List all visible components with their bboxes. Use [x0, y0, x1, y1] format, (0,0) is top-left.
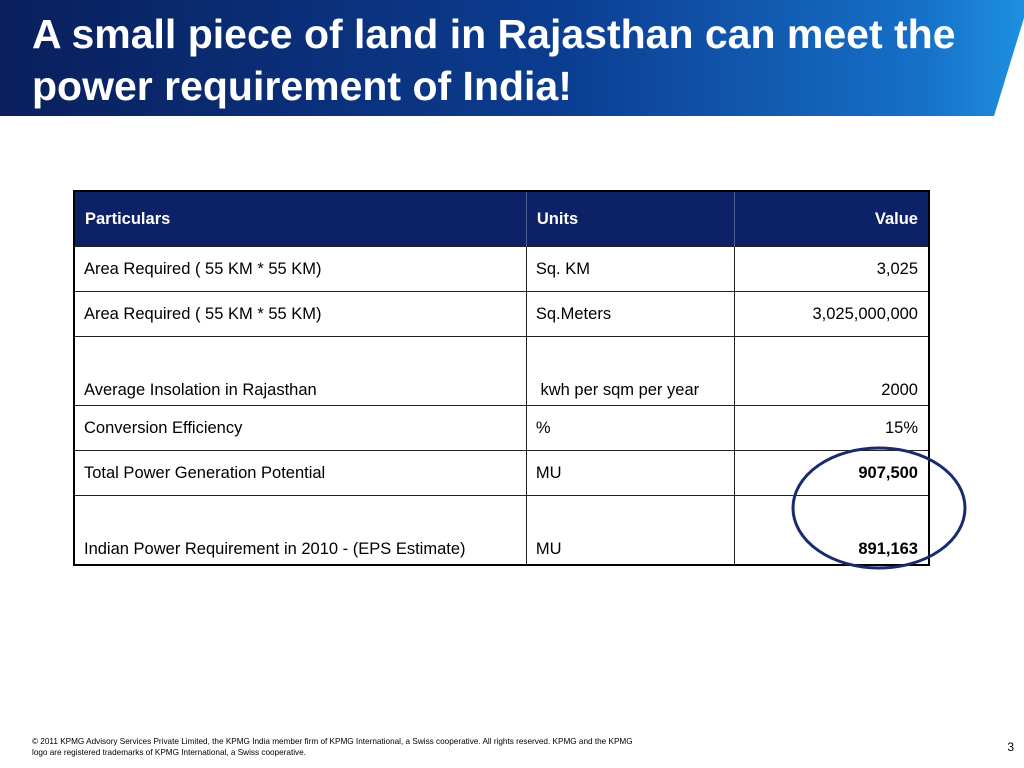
table-row: Conversion Efficiency % 15% [73, 405, 930, 451]
copyright-notice: © 2011 KPMG Advisory Services Private Li… [32, 736, 682, 758]
title-banner-background [0, 0, 1024, 116]
cell-particulars: Area Required ( 55 KM * 55 KM) [73, 291, 527, 337]
cell-particulars: Conversion Efficiency [73, 405, 527, 451]
table-row: Total Power Generation Potential MU 907,… [73, 450, 930, 496]
table-header-row: Particulars Units Value [74, 191, 929, 247]
cell-units: MU [525, 495, 735, 566]
cell-value-highlighted: 891,163 [733, 495, 930, 566]
cell-value: 3,025 [733, 246, 930, 292]
page-number: 3 [1007, 740, 1014, 754]
cell-particulars: Area Required ( 55 KM * 55 KM) [73, 246, 527, 292]
cell-units: % [525, 405, 735, 451]
table-row: Indian Power Requirement in 2010 - (EPS … [73, 495, 930, 566]
cell-particulars: Total Power Generation Potential [73, 450, 527, 496]
header-particulars: Particulars [74, 191, 527, 247]
cell-units: MU [525, 450, 735, 496]
cell-value: 2000 [733, 336, 930, 406]
copyright-line-1: © 2011 KPMG Advisory Services Private Li… [32, 737, 633, 746]
cell-value: 3,025,000,000 [733, 291, 930, 337]
cell-units: kwh per sqm per year [525, 336, 735, 406]
title-banner: A small piece of land in Rajasthan can m… [0, 0, 1024, 116]
table-row: Area Required ( 55 KM * 55 KM) Sq. KM 3,… [73, 246, 930, 292]
slide-title: A small piece of land in Rajasthan can m… [32, 11, 956, 109]
cell-particulars: Average Insolation in Rajasthan [73, 336, 527, 406]
cell-value: 15% [733, 405, 930, 451]
table-row: Area Required ( 55 KM * 55 KM) Sq.Meters… [73, 291, 930, 337]
cell-value-highlighted: 907,500 [733, 450, 930, 496]
cell-units: Sq.Meters [525, 291, 735, 337]
power-requirement-table: Particulars Units Value Area Required ( … [73, 190, 930, 566]
table-row: Average Insolation in Rajasthan kwh per … [73, 336, 930, 406]
header-units: Units [525, 191, 735, 247]
cell-particulars: Indian Power Requirement in 2010 - (EPS … [73, 495, 527, 566]
cell-units: Sq. KM [525, 246, 735, 292]
header-value: Value [733, 191, 929, 247]
copyright-line-2: logo are registered trademarks of KPMG I… [32, 748, 306, 757]
